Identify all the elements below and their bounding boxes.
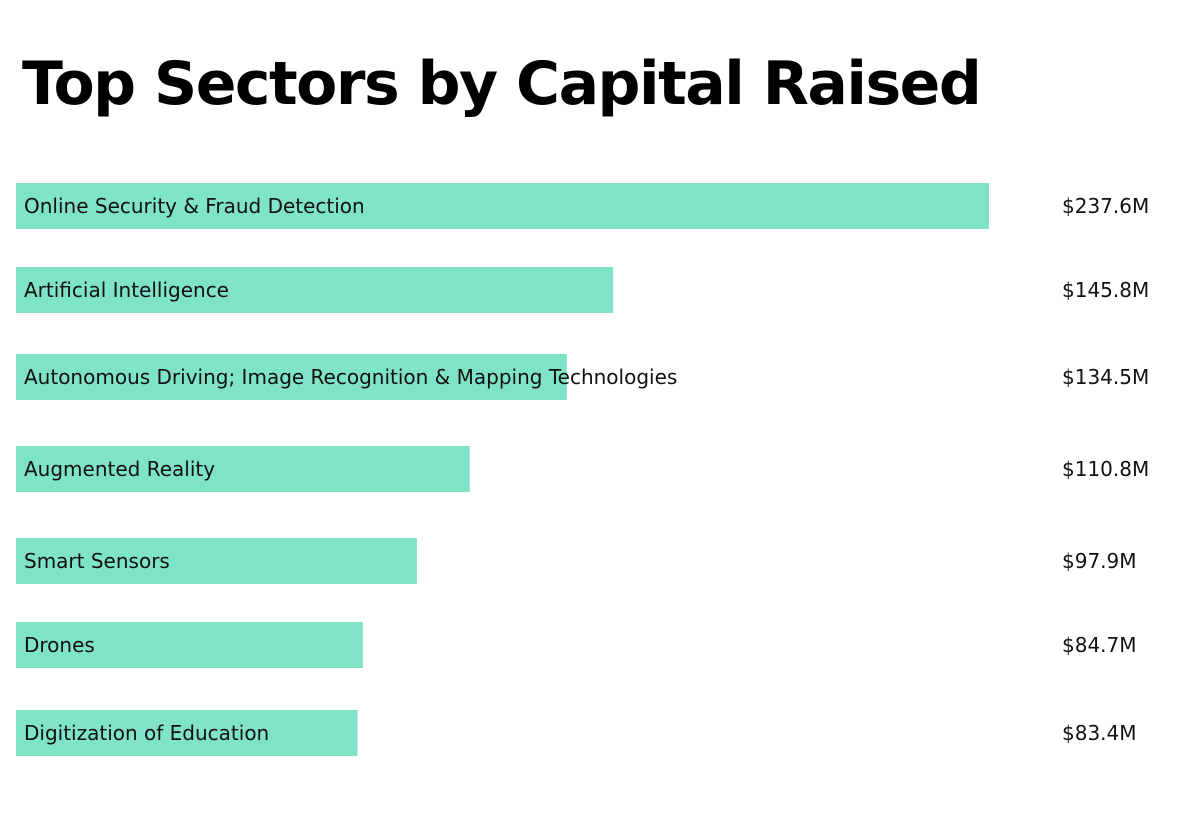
bar-category-label: Smart Sensors [24,549,170,573]
bar-category-label: Drones [24,633,95,657]
bar-value-label: $134.5M [1062,365,1149,389]
bar-category-label: Augmented Reality [24,457,215,481]
bar-value-label: $145.8M [1062,278,1149,302]
bar-value-label: $97.9M [1062,549,1137,573]
bar [16,538,417,584]
bar [16,710,358,756]
bar-category-label: Artificial Intelligence [24,278,229,302]
bars-layer [16,183,989,756]
bar-category-label: Digitization of Education [24,721,269,745]
bar-category-label: Autonomous Driving; Image Recognition & … [24,365,677,389]
bar-value-label: $83.4M [1062,721,1137,745]
category-labels-layer: Online Security & Fraud Detection Artific… [24,194,677,745]
bar [16,354,567,400]
bar-value-label: $110.8M [1062,457,1149,481]
bar [16,622,363,668]
bar [16,183,989,229]
value-labels-layer: $237.6M $145.8M $134.5M $110.8M $97.9M $84.7M… [1062,194,1149,745]
bar [16,446,470,492]
bar-value-label: $237.6M [1062,194,1149,218]
chart-title: Top Sectors by Capital Raised [22,49,982,119]
bar [16,267,614,313]
bar-value-label: $84.7M [1062,633,1137,657]
bar-category-label: Online Security & Fraud Detection [24,194,365,218]
